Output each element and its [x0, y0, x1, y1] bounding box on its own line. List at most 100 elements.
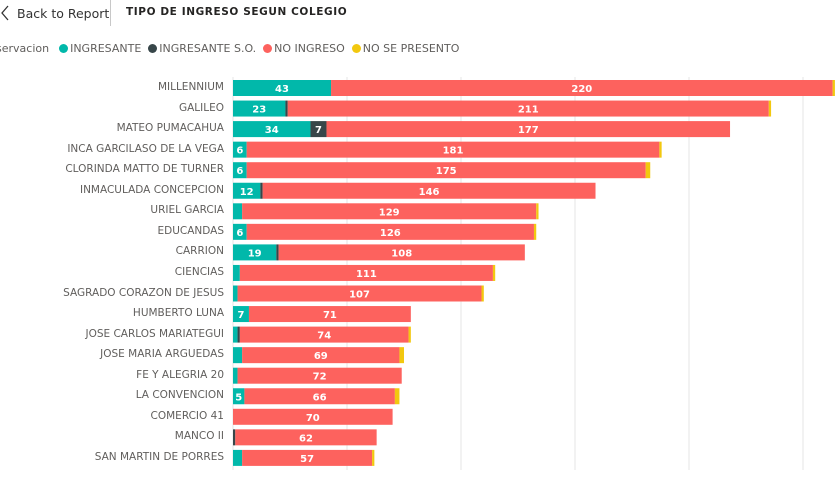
data-label: 111	[356, 269, 377, 280]
bar-segment-ingresante[interactable]	[233, 203, 243, 220]
bar-segment-no-ingreso[interactable]	[242, 347, 400, 364]
legend-title: servacion	[0, 42, 50, 55]
bar-segment-ingresante[interactable]	[233, 388, 245, 405]
legend-dot-icon	[351, 44, 361, 53]
bar-segment-ingresante[interactable]	[233, 141, 247, 158]
bar-segment-ingresante[interactable]	[233, 326, 238, 343]
bar-segment-no-ingreso[interactable]	[262, 182, 596, 199]
data-label: 7	[237, 310, 244, 321]
category-label: HUMBERTO LUNA	[132, 307, 224, 320]
bar-segment-no-se-presento[interactable]	[768, 100, 772, 117]
bar-segment-ingresante[interactable]	[233, 449, 243, 466]
bar-segment-ingresante[interactable]	[233, 182, 261, 199]
bar-segment-no-ingreso[interactable]	[235, 429, 377, 446]
category-label: URIEL GARCIA	[150, 204, 224, 217]
bar-segment-ingresante-s-o[interactable]	[285, 100, 288, 117]
legend-item-no-se-presento[interactable]: NO SE PRESENTO	[351, 42, 460, 55]
category-label: CIENCIAS	[174, 265, 224, 278]
bar-segment-no-se-presento[interactable]	[659, 141, 662, 158]
bar-segment-ingresante[interactable]	[233, 80, 332, 96]
bar-segment-no-ingreso[interactable]	[242, 449, 373, 466]
category-label: LA CONVENCION	[135, 389, 224, 402]
bar-segment-no-ingreso[interactable]	[233, 408, 393, 425]
legend-dot-icon	[263, 44, 273, 53]
data-label: 6	[236, 166, 243, 177]
data-label: 126	[380, 228, 401, 239]
category-label: JOSE CARLOS MARIATEGUI	[85, 327, 224, 340]
legend-label: INGRESANTE	[70, 42, 142, 55]
category-label: MATEO PUMACAHUA	[116, 122, 224, 135]
data-label: 19	[248, 248, 262, 259]
bar-segment-ingresante-s-o[interactable]	[310, 121, 327, 138]
data-label: 211	[518, 105, 539, 116]
data-label: 70	[306, 413, 320, 424]
data-label: 5	[235, 392, 242, 403]
legend-item-ingresante[interactable]: INGRESANTE	[59, 42, 141, 55]
category-label: MANCO II	[174, 430, 224, 443]
legend-item-no-ingreso[interactable]: NO INGRESO	[263, 42, 345, 55]
bar-segment-no-se-presento[interactable]	[492, 264, 496, 281]
bar-segment-ingresante[interactable]	[233, 100, 286, 117]
bar-segment-ingresante[interactable]	[233, 285, 238, 302]
bar-segment-ingresante-s-o[interactable]	[233, 429, 236, 446]
legend-label: NO SE PRESENTO	[362, 42, 460, 55]
category-label: CARRION	[175, 245, 224, 258]
bar-segment-ingresante[interactable]	[233, 244, 277, 261]
back-to-report-label: Back to Report	[17, 5, 110, 21]
legend-item-ingresante-so[interactable]: INGRESANTE S.O.	[148, 42, 256, 55]
bar-segment-no-ingreso[interactable]	[331, 80, 833, 96]
bar-segment-no-se-presento[interactable]	[533, 223, 537, 240]
data-label: 12	[240, 187, 254, 198]
bar-segment-no-ingreso[interactable]	[278, 244, 525, 261]
legend-label: NO INGRESO	[274, 42, 345, 55]
bar-segment-no-se-presento[interactable]	[832, 80, 835, 96]
legend-label: INGRESANTE S.O.	[159, 42, 257, 55]
bar-segment-no-se-presento[interactable]	[645, 162, 651, 179]
bar-segment-no-ingreso[interactable]	[239, 264, 493, 281]
header-divider	[110, 0, 111, 26]
bar-segment-ingresante[interactable]	[233, 306, 249, 323]
data-label: 6	[236, 228, 243, 239]
data-label: 129	[379, 207, 400, 218]
bar-segment-ingresante[interactable]	[233, 162, 247, 179]
data-label: 7	[315, 125, 322, 136]
bar-segment-no-ingreso[interactable]	[246, 141, 660, 158]
bar-segment-ingresante[interactable]	[233, 367, 238, 384]
chart-legend: servacion INGRESANTE INGRESANTE S.O. NO …	[0, 42, 466, 55]
data-label: 108	[391, 248, 412, 259]
category-label: SAN MARTIN DE PORRES	[94, 450, 224, 463]
bar-segment-no-ingreso[interactable]	[246, 223, 534, 240]
bar-segment-no-ingreso[interactable]	[244, 388, 395, 405]
data-label: 62	[299, 433, 313, 444]
bar-segment-no-se-presento[interactable]	[481, 285, 484, 302]
bar-segment-ingresante[interactable]	[233, 347, 243, 364]
bar-segment-ingresante-s-o[interactable]	[237, 326, 240, 343]
bar-segment-no-se-presento[interactable]	[372, 449, 375, 466]
bar-segment-no-ingreso[interactable]	[248, 306, 411, 323]
data-label: 34	[265, 125, 279, 136]
data-label: 177	[518, 125, 539, 136]
data-label: 6	[236, 146, 243, 157]
bar-segment-no-se-presento[interactable]	[399, 347, 404, 364]
bar-segment-no-se-presento[interactable]	[408, 326, 411, 343]
back-to-report-button[interactable]: Back to Report	[0, 3, 109, 23]
bar-segment-no-se-presento[interactable]	[536, 203, 539, 220]
data-label: 23	[252, 105, 266, 116]
data-label: 57	[300, 454, 314, 465]
bar-segment-no-ingreso[interactable]	[239, 326, 409, 343]
category-label: EDUCANDAS	[157, 224, 224, 237]
bar-segment-no-ingreso[interactable]	[242, 203, 537, 220]
bar-segment-ingresante-s-o[interactable]	[276, 244, 279, 261]
bar-segment-ingresante-s-o[interactable]	[260, 182, 263, 199]
bar-segment-ingresante[interactable]	[233, 223, 247, 240]
bar-segment-no-ingreso[interactable]	[237, 285, 482, 302]
bar-segment-no-se-presento[interactable]	[394, 388, 400, 405]
data-label: 220	[571, 84, 592, 95]
bar-segment-no-ingreso[interactable]	[287, 100, 769, 117]
bar-segment-ingresante[interactable]	[233, 121, 311, 138]
bar-segment-no-ingreso[interactable]	[326, 121, 731, 138]
bar-segment-no-ingreso[interactable]	[246, 162, 646, 179]
bar-segment-ingresante[interactable]	[233, 264, 240, 281]
bar-segment-no-ingreso[interactable]	[237, 367, 402, 384]
